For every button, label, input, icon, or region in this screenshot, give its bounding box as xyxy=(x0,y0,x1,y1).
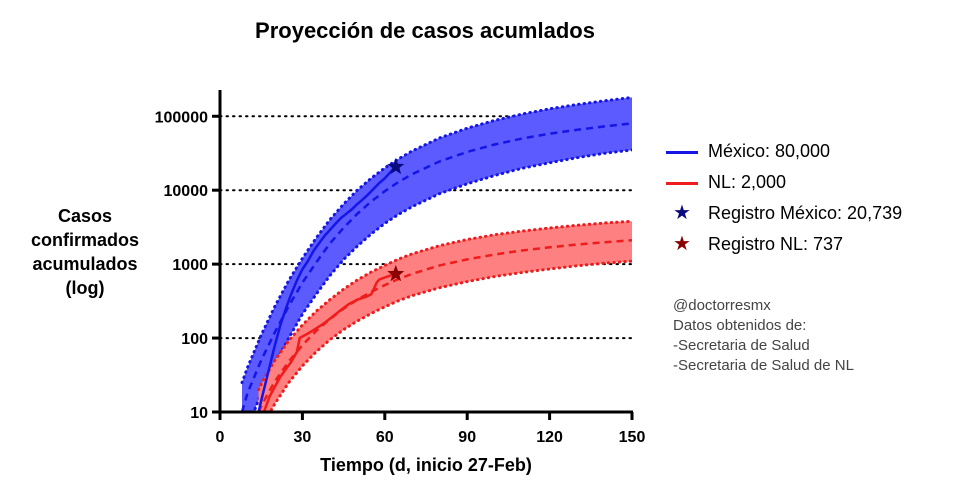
legend-label: Registro NL: 737 xyxy=(708,234,844,254)
note-line: @doctorresmx xyxy=(673,297,771,314)
x-tick-label: 60 xyxy=(376,429,394,446)
y-tick-label: 100000 xyxy=(155,109,208,126)
legend-line-nl xyxy=(664,173,700,193)
mexico-upper-bound xyxy=(240,95,632,385)
chart-title: Proyección de casos acumlados xyxy=(255,18,595,43)
star-icon: ★ xyxy=(673,201,691,224)
y-axis-label-line: (log) xyxy=(65,278,105,298)
series-group xyxy=(240,95,632,412)
legend-label: NL: 2,000 xyxy=(708,172,787,192)
registro-nl-marker xyxy=(387,264,405,282)
y-axis-label-line: Casos xyxy=(57,206,113,226)
x-tick-label: 90 xyxy=(458,429,476,446)
note-line: -Secretaria de Salud de NL xyxy=(673,357,854,374)
legend-line-mexico xyxy=(664,142,700,162)
star-icon: ★ xyxy=(673,232,691,255)
x-tick-label: 30 xyxy=(294,429,312,446)
y-axis-label-line: confirmados xyxy=(30,230,140,250)
registro-mexico-marker xyxy=(387,157,405,175)
x-tick-label: 150 xyxy=(619,429,646,446)
mexico-observed-line xyxy=(257,165,397,412)
legend-label: México: 80,000 xyxy=(708,141,831,161)
nl-observed-line xyxy=(262,272,397,412)
source-note: @doctorresmx Datos obtenidos de: -Secret… xyxy=(673,296,854,376)
legend-item-registro-nl: ★ Registro NL: 737 xyxy=(664,229,902,260)
y-tick-label: 10 xyxy=(190,405,208,422)
x-tick-label: 120 xyxy=(536,429,563,446)
y-tick-label: 10000 xyxy=(164,183,209,200)
x-axis-label: Tiempo (d, inicio 27-Feb) xyxy=(320,455,532,475)
y-tick-label: 100 xyxy=(181,331,208,348)
nl-confidence-band xyxy=(258,221,632,412)
y-axis-label: Casos confirmados acumulados (log) xyxy=(30,204,140,300)
legend-label: Registro México: 20,739 xyxy=(708,203,903,223)
chart-legend: México: 80,000 NL: 2,000 ★ Registro Méxi… xyxy=(664,136,902,260)
note-line: -Secretaria de Salud xyxy=(673,337,810,354)
legend-item-mexico: México: 80,000 xyxy=(664,136,902,167)
legend-item-registro-mexico: ★ Registro México: 20,739 xyxy=(664,198,902,229)
nl-lower-bound xyxy=(268,259,632,412)
y-axis-label-line: acumulados xyxy=(32,254,138,274)
legend-item-nl: NL: 2,000 xyxy=(664,167,902,198)
y-tick-label: 1000 xyxy=(172,257,208,274)
note-line: Datos obtenidos de: xyxy=(673,317,807,334)
nl-upper-bound xyxy=(257,219,632,392)
x-tick-label: 0 xyxy=(216,429,225,446)
mexico-lower-bound xyxy=(252,148,632,412)
